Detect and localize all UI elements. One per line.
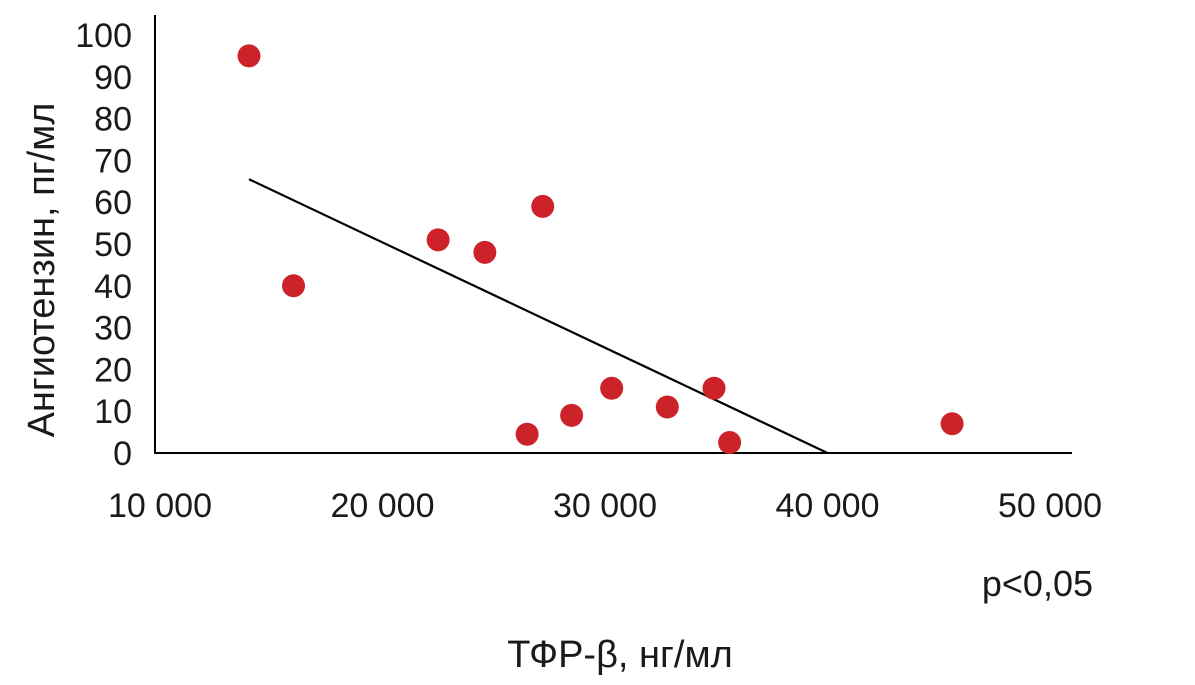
data-point — [718, 431, 742, 455]
x-tick-label: 50 000 — [998, 487, 1102, 525]
data-point — [600, 376, 624, 400]
data-point — [655, 395, 679, 419]
data-point — [473, 240, 497, 264]
trendline — [248, 178, 828, 454]
y-tick-label: 10 — [94, 393, 132, 431]
y-tick-label: 90 — [94, 59, 132, 97]
x-tick-label: 10 000 — [108, 487, 212, 525]
trendline-group — [248, 178, 828, 454]
data-point — [282, 274, 305, 298]
data-point — [515, 422, 539, 446]
y-tick-label: 80 — [94, 101, 132, 139]
data-point — [702, 376, 726, 400]
y-tick-label: 100 — [75, 17, 132, 55]
data-point — [237, 44, 261, 68]
x-tick-label: 20 000 — [331, 487, 435, 525]
data-point — [940, 412, 964, 436]
y-tick-label: 50 — [94, 226, 132, 264]
y-tick-label: 40 — [94, 268, 132, 306]
data-points — [237, 44, 964, 455]
y-tick-label: 30 — [94, 310, 132, 348]
x-tick-label: 40 000 — [776, 487, 880, 525]
y-axis-label: Ангиотензин, пг/мл — [21, 103, 63, 438]
y-tick-label: 70 — [94, 142, 132, 180]
y-tick-label: 0 — [113, 435, 132, 473]
significance-annotation: p<0,05 — [982, 563, 1093, 604]
data-point — [560, 403, 584, 427]
x-axis-label: ТФР-β, нг/мл — [507, 634, 733, 676]
data-point — [531, 194, 555, 218]
data-point — [426, 228, 450, 252]
y-tick-label: 60 — [94, 184, 132, 222]
x-tick-labels: 10 000 20 000 30 000 40 000 50 000 — [108, 487, 1102, 525]
x-tick-label: 30 000 — [553, 487, 657, 525]
y-tick-label: 20 — [94, 351, 132, 389]
